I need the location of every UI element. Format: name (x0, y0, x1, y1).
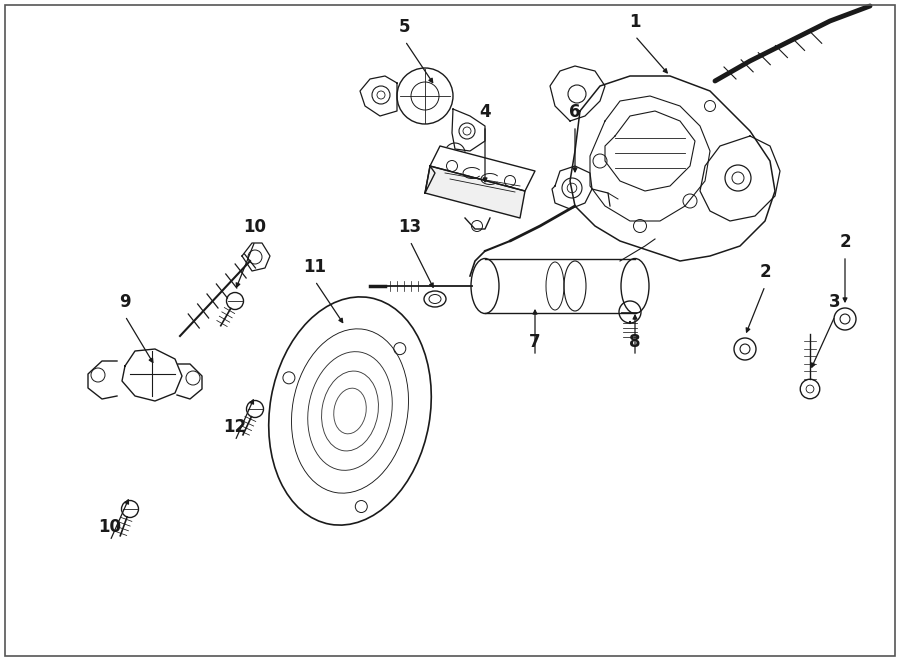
Text: 4: 4 (479, 103, 490, 121)
Text: 13: 13 (399, 218, 421, 236)
Text: 2: 2 (839, 233, 850, 251)
Polygon shape (430, 146, 535, 191)
Text: 1: 1 (629, 13, 641, 31)
Text: 2: 2 (760, 263, 770, 281)
Text: 10: 10 (98, 518, 122, 536)
Text: 7: 7 (529, 333, 541, 351)
Text: 11: 11 (303, 258, 327, 276)
Text: 3: 3 (829, 293, 841, 311)
Text: 10: 10 (244, 218, 266, 236)
Text: 5: 5 (400, 18, 410, 36)
Text: 6: 6 (569, 103, 580, 121)
Text: 9: 9 (119, 293, 130, 311)
Polygon shape (425, 166, 525, 218)
Text: 8: 8 (629, 333, 641, 351)
Text: 12: 12 (223, 418, 247, 436)
